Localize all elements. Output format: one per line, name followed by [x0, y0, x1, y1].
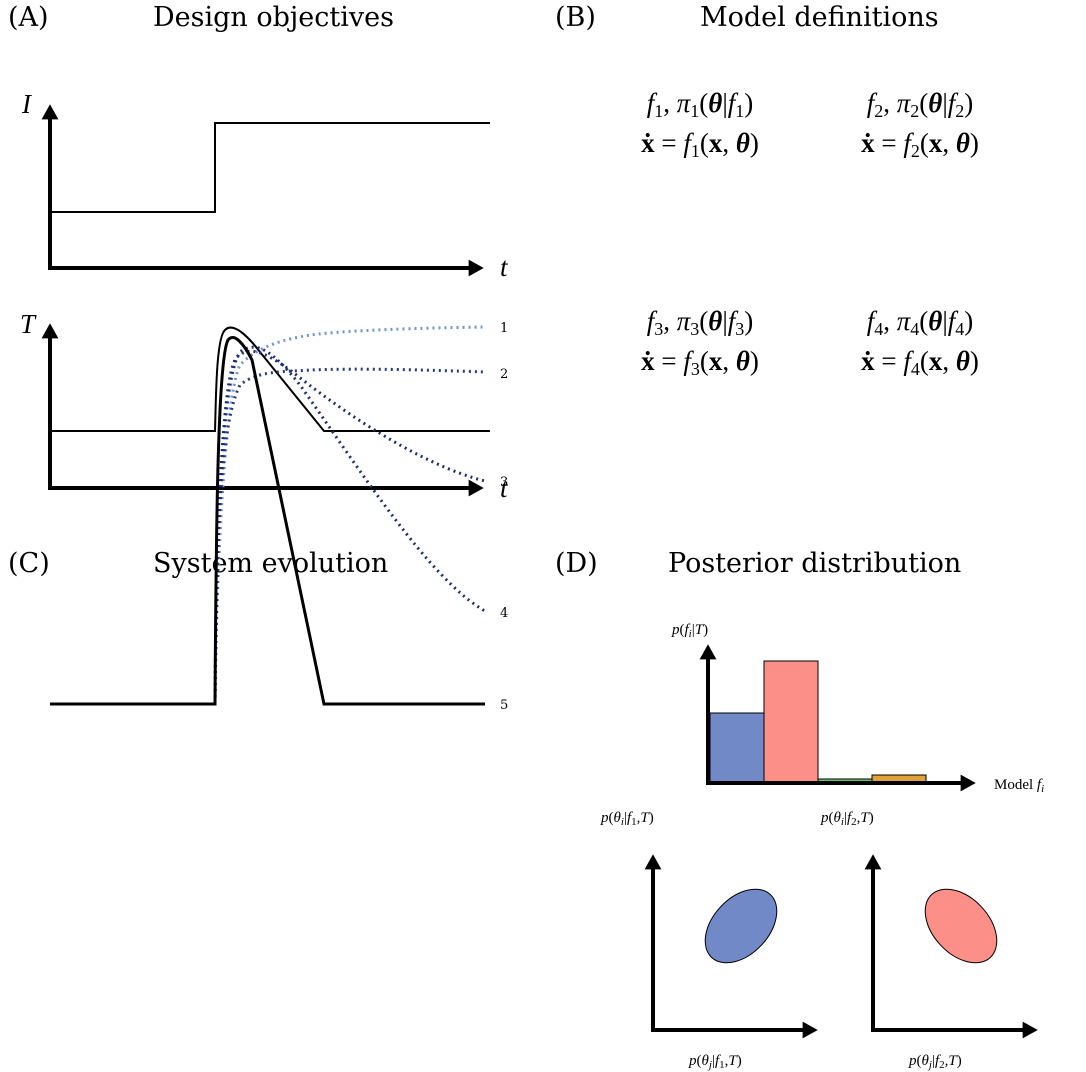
posterior-y-label: p(fi|T)	[671, 622, 708, 640]
panel-a-title: Design objectives	[153, 2, 394, 33]
target-plot: T t	[20, 309, 509, 503]
param1-ellipse	[704, 888, 778, 964]
model-definitions: f1, π1(θ|f1) ẋ = f1(x, θ) f2, π2(θ|f2) ẋ = …	[641, 88, 979, 379]
target-axis-label: T	[20, 309, 37, 339]
param-posterior-plot-1: p(θi|f1,T) p(θj|f1,T)	[600, 810, 818, 1071]
param2-y-label: p(θi|f2,T)	[820, 810, 874, 828]
system-evolution-plot: 1 2 3 4 5	[50, 321, 508, 713]
posterior-bars	[709, 660, 927, 784]
input-plot: I t	[21, 89, 509, 282]
panel-b-letter: (B)	[555, 2, 596, 33]
input-axis-label: I	[21, 89, 33, 119]
panel-a-letter: (A)	[8, 2, 49, 33]
panel-c-title: System evolution	[153, 548, 388, 579]
param2-x-label: p(θj|f2,T)	[908, 1053, 962, 1071]
input-time-label: t	[500, 252, 509, 282]
target-pulse-curve	[50, 326, 490, 432]
model-prior-4: f4, π4(θ|f4)	[867, 306, 973, 339]
model-prior-2: f2, π2(θ|f2)	[867, 88, 973, 121]
evolution-curve-1	[213, 325, 486, 704]
model-prior-1: f1, π1(θ|f1)	[647, 88, 753, 121]
model-prior-3: f3, π3(θ|f3)	[647, 306, 753, 339]
model-posterior-chart: p(fi|T) Model fi	[671, 622, 1044, 795]
panel-d-letter: (D)	[555, 548, 598, 579]
curve-label-5: 5	[500, 698, 508, 713]
evolution-curve-2	[213, 367, 486, 704]
bar-f2	[763, 660, 819, 784]
param2-ellipse	[924, 888, 998, 964]
evolution-curve-5	[50, 336, 485, 706]
model-ode-3: ẋ = f3(x, θ)	[641, 346, 759, 379]
curve-label-2: 2	[500, 367, 508, 382]
target-time-label: t	[500, 473, 509, 503]
input-step-curve	[50, 122, 490, 213]
bar-f1	[709, 712, 765, 784]
curve-label-4: 4	[500, 606, 508, 621]
param1-y-label: p(θi|f1,T)	[600, 810, 654, 828]
evolution-curve-3	[213, 349, 486, 704]
panel-d-title: Posterior distribution	[668, 548, 961, 579]
model-ode-1: ẋ = f1(x, θ)	[641, 128, 759, 161]
panel-b-title: Model definitions	[700, 2, 939, 33]
curve-label-3: 3	[500, 475, 508, 490]
model-ode-4: ẋ = f4(x, θ)	[861, 346, 979, 379]
panel-c-letter: (C)	[8, 548, 50, 579]
evolution-curve-4	[213, 345, 486, 704]
curve-label-1: 1	[500, 321, 508, 336]
posterior-x-label: Model fi	[994, 777, 1044, 795]
param-posterior-plot-2: p(θi|f2,T) p(θj|f2,T)	[820, 810, 1038, 1071]
param1-x-label: p(θj|f1,T)	[688, 1053, 742, 1071]
model-ode-2: ẋ = f2(x, θ)	[861, 128, 979, 161]
